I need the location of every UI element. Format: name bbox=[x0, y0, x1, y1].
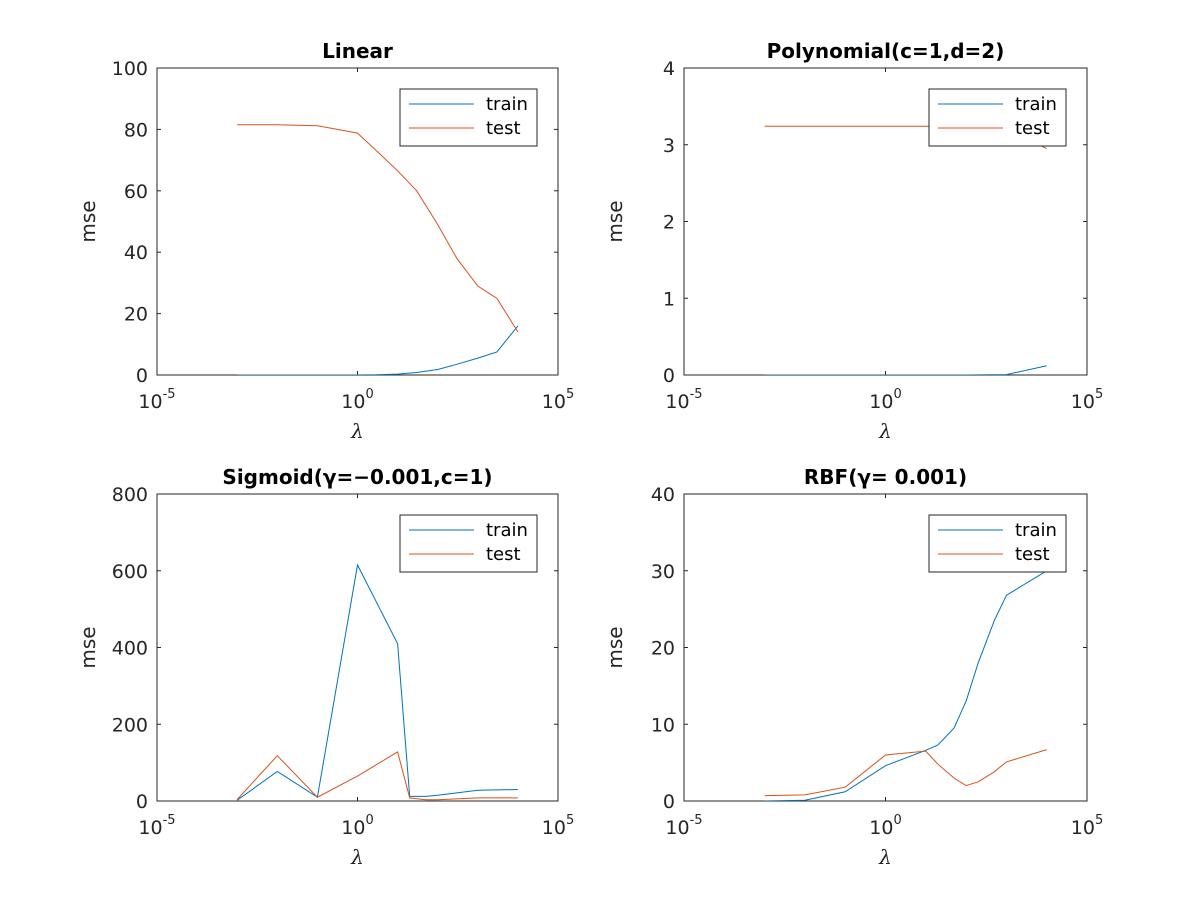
x-tick-label: 105 bbox=[542, 387, 574, 413]
y-tick-label: 40 bbox=[124, 242, 148, 264]
legend-box bbox=[399, 514, 538, 573]
legend: train test bbox=[399, 88, 538, 147]
x-axis-label: λ bbox=[350, 419, 364, 443]
legend: train test bbox=[399, 514, 538, 573]
y-axis-label: mse bbox=[603, 626, 627, 668]
x-tick-base: 10 bbox=[665, 817, 689, 839]
y-tick-label: 60 bbox=[124, 181, 148, 203]
series-line-test bbox=[236, 751, 518, 801]
legend-label-train: train bbox=[1015, 94, 1057, 115]
legend-label-train: train bbox=[1015, 520, 1057, 541]
x-tick-label: 100 bbox=[341, 813, 373, 839]
legend: train test bbox=[928, 514, 1067, 573]
x-tick-base: 10 bbox=[341, 391, 365, 413]
x-tick-exponent: 0 bbox=[893, 813, 901, 828]
x-tick-exponent: 5 bbox=[1095, 813, 1103, 828]
y-tick-label: 0 bbox=[136, 791, 148, 813]
y-tick-label: 3 bbox=[663, 135, 675, 157]
x-tick-exponent: 5 bbox=[566, 813, 574, 828]
y-tick-label: 10 bbox=[651, 714, 675, 736]
y-tick-label: 400 bbox=[112, 638, 148, 660]
y-tick-label: 40 bbox=[651, 484, 675, 506]
y-tick-label: 800 bbox=[112, 484, 148, 506]
series-line-test bbox=[237, 124, 519, 333]
y-tick-label: 100 bbox=[112, 58, 148, 80]
x-tick-base: 10 bbox=[542, 391, 566, 413]
x-tick-label: 100 bbox=[869, 813, 901, 839]
x-tick-label: 10-5 bbox=[665, 387, 702, 413]
x-tick-label: 10-5 bbox=[665, 813, 702, 839]
x-axis-label: λ bbox=[878, 845, 892, 869]
legend-label-test: test bbox=[1015, 544, 1050, 565]
x-tick-base: 10 bbox=[1071, 817, 1095, 839]
legend-box bbox=[928, 514, 1067, 573]
x-tick-base: 10 bbox=[138, 817, 162, 839]
x-tick-label: 105 bbox=[542, 813, 574, 839]
legend-box bbox=[928, 88, 1067, 147]
x-tick-exponent: -5 bbox=[163, 813, 176, 828]
y-tick-label: 0 bbox=[663, 791, 675, 813]
x-axis-label: λ bbox=[878, 419, 892, 443]
legend-label-test: test bbox=[486, 544, 521, 565]
series-line-train bbox=[237, 325, 519, 375]
x-tick-base: 10 bbox=[869, 391, 893, 413]
y-tick-label: 2 bbox=[663, 212, 675, 234]
legend-label-test: test bbox=[1015, 118, 1050, 139]
y-tick-label: 1 bbox=[663, 288, 675, 310]
x-tick-base: 10 bbox=[542, 817, 566, 839]
y-tick-label: 30 bbox=[651, 561, 675, 583]
x-tick-label: 105 bbox=[1071, 387, 1103, 413]
y-tick-label: 200 bbox=[112, 714, 148, 736]
legend-box bbox=[399, 88, 538, 147]
chart-title: Polynomial(c=1,d=2) bbox=[767, 39, 1005, 63]
x-tick-base: 10 bbox=[665, 391, 689, 413]
y-tick-label: 20 bbox=[651, 638, 675, 660]
y-tick-label: 4 bbox=[663, 58, 675, 80]
y-axis-label: mse bbox=[76, 200, 100, 242]
series-line-test bbox=[764, 749, 1047, 797]
y-tick-label: 80 bbox=[124, 119, 148, 141]
x-tick-label: 105 bbox=[1071, 813, 1103, 839]
x-tick-exponent: 0 bbox=[365, 813, 373, 828]
chart-title: Sigmoid(γ=−0.001,c=1) bbox=[222, 465, 492, 489]
legend-label-train: train bbox=[486, 94, 528, 115]
x-tick-label: 10-5 bbox=[138, 813, 175, 839]
series-line-train bbox=[764, 365, 1047, 375]
y-axis-label: mse bbox=[76, 626, 100, 668]
series-line-train bbox=[236, 563, 518, 801]
y-axis-label: mse bbox=[603, 200, 627, 242]
x-tick-label: 100 bbox=[341, 387, 373, 413]
x-tick-exponent: -5 bbox=[690, 813, 703, 828]
x-tick-exponent: 5 bbox=[1095, 387, 1103, 402]
y-tick-label: 0 bbox=[663, 365, 675, 387]
series-line-train bbox=[764, 570, 1047, 801]
x-tick-exponent: 0 bbox=[893, 387, 901, 402]
x-tick-exponent: -5 bbox=[690, 387, 703, 402]
x-tick-exponent: 5 bbox=[566, 387, 574, 402]
chart-title: RBF(γ= 0.001) bbox=[804, 465, 967, 489]
legend: train test bbox=[928, 88, 1067, 147]
x-tick-label: 100 bbox=[869, 387, 901, 413]
x-tick-base: 10 bbox=[1071, 391, 1095, 413]
y-tick-label: 20 bbox=[124, 304, 148, 326]
legend-label-train: train bbox=[486, 520, 528, 541]
x-tick-exponent: -5 bbox=[163, 387, 176, 402]
y-tick-label: 0 bbox=[136, 365, 148, 387]
y-tick-label: 600 bbox=[112, 561, 148, 583]
x-tick-exponent: 0 bbox=[365, 387, 373, 402]
legend-label-test: test bbox=[486, 118, 521, 139]
x-axis-label: λ bbox=[350, 845, 364, 869]
x-tick-base: 10 bbox=[341, 817, 365, 839]
chart-title: Linear bbox=[322, 39, 393, 63]
x-tick-base: 10 bbox=[869, 817, 893, 839]
x-tick-label: 10-5 bbox=[138, 387, 175, 413]
x-tick-base: 10 bbox=[138, 391, 162, 413]
